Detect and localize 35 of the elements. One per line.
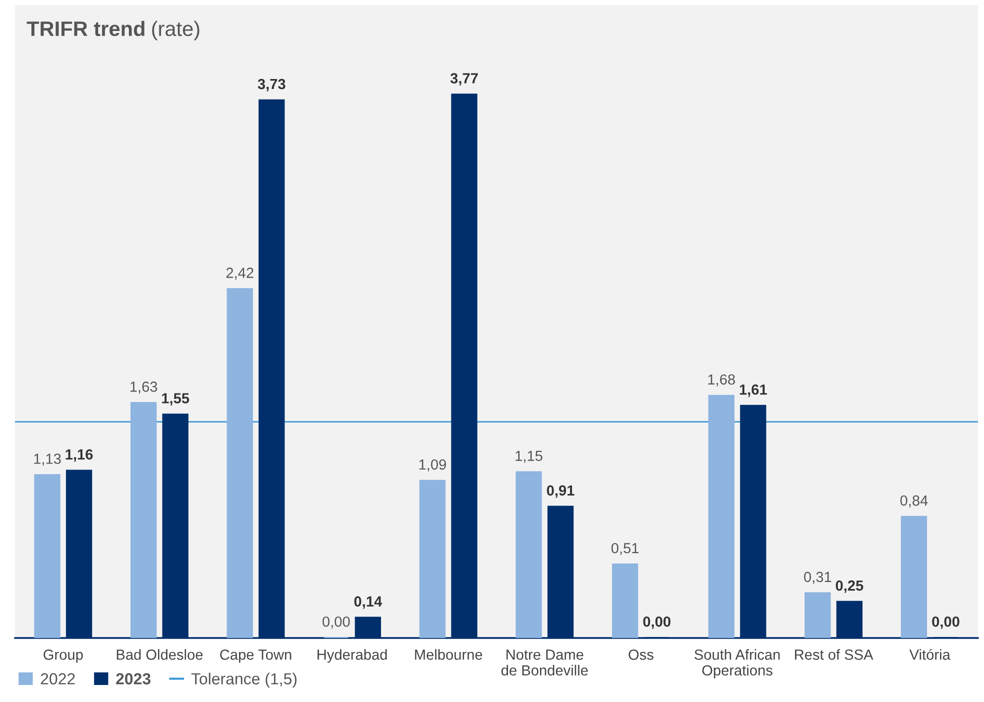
x-tick-label: Hyderabad: [318, 649, 387, 663]
data-label: 3,73: [258, 78, 286, 92]
x-tick-label: Cape Town: [220, 649, 292, 663]
data-label: 0,31: [804, 572, 832, 584]
x-tick-label: Bad Oldesloe: [116, 649, 203, 660]
data-label: 0,00: [322, 616, 350, 629]
data-label: 1,63: [130, 382, 158, 394]
legend-label: 2023: [116, 673, 150, 684]
data-label: 2,42: [226, 268, 254, 280]
data-label: 3,77: [450, 73, 478, 86]
legend-label: 2022: [40, 673, 75, 684]
data-label: 1,13: [34, 454, 61, 466]
legend-label: Tolerance (1,5): [191, 672, 297, 688]
x-tick-label: Notre Dame de Bondeville: [501, 650, 588, 676]
x-tick-label: Melbourne: [415, 649, 482, 660]
data-label: 0,00: [643, 616, 670, 629]
x-tick-label: Oss: [628, 649, 654, 660]
data-label: 1,16: [66, 449, 93, 462]
x-tick-label: Vitória: [909, 648, 950, 660]
data-label: 0,51: [611, 542, 639, 556]
data-label: 0,91: [546, 485, 574, 498]
data-label: 1,68: [708, 374, 735, 386]
data-label: 1,09: [419, 459, 446, 472]
x-tick-label: Group: [44, 649, 83, 663]
x-tick-label: South African Operations: [694, 649, 780, 678]
data-label: 0,14: [354, 596, 382, 609]
data-label: 1,61: [740, 384, 767, 397]
data-label: 0,84: [900, 495, 928, 508]
x-tick-label: Rest of SSA: [795, 649, 874, 660]
chart-subtitle: (rate): [152, 20, 200, 40]
data-label: 0,25: [836, 580, 864, 593]
data-label: 1,15: [516, 450, 542, 463]
data-label: 0,00: [932, 616, 960, 629]
data-label: 1,55: [162, 393, 190, 406]
chart-title: TRIFR trend: [26, 20, 144, 36]
